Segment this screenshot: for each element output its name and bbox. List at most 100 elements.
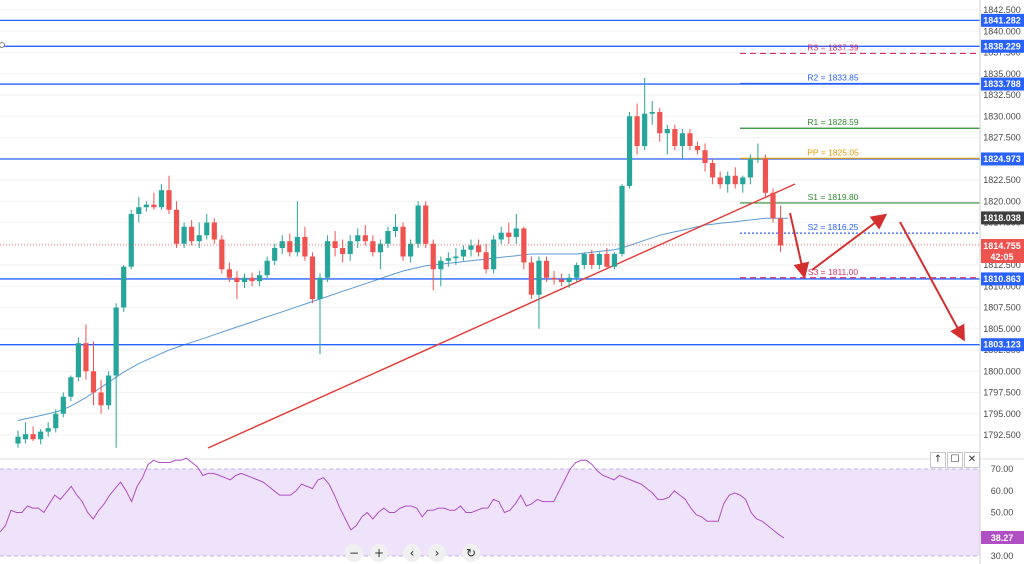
price-tick-label: 1842.500	[983, 5, 1021, 15]
candle	[483, 243, 489, 274]
candle	[362, 225, 368, 246]
candle-body	[45, 428, 51, 432]
candle-body	[725, 175, 731, 185]
candle-body	[483, 252, 489, 270]
pane-close-button[interactable]: ✕	[964, 452, 980, 468]
candle-body	[189, 226, 195, 242]
candle	[513, 214, 519, 244]
candle	[38, 429, 44, 445]
reset-chart-button[interactable]: ↻	[462, 544, 480, 562]
rsi-tick-label: 50.00	[991, 508, 1014, 518]
candle	[559, 273, 565, 287]
candle-body	[438, 260, 444, 270]
candle	[219, 235, 225, 274]
candle	[581, 252, 587, 270]
candlesticks	[15, 78, 784, 448]
candle-body	[747, 158, 753, 178]
candle	[143, 201, 149, 212]
candle	[423, 201, 429, 248]
ma-price-box	[981, 211, 1024, 225]
candle-body	[158, 190, 165, 208]
price-tick-label: 1820.000	[983, 196, 1021, 206]
rsi-overbought-oversold-band	[0, 469, 980, 556]
candle	[604, 248, 610, 270]
candle-body	[762, 158, 769, 193]
forecast-arrow-up	[811, 213, 888, 271]
candle	[619, 184, 625, 257]
candle	[121, 265, 127, 312]
candle-body	[226, 269, 232, 278]
candle-body	[90, 371, 97, 393]
candle-body	[340, 248, 346, 254]
candle-body	[211, 222, 217, 240]
candle	[211, 218, 217, 244]
candle	[106, 371, 112, 410]
candle	[400, 222, 406, 261]
candle	[90, 341, 97, 406]
candle	[498, 226, 504, 244]
scroll-left-button[interactable]: ‹	[403, 544, 421, 562]
candle-body	[740, 177, 746, 185]
candle	[679, 129, 685, 159]
candle	[445, 252, 451, 267]
candle-body	[710, 163, 716, 178]
pivot-label: PP = 1825.05	[807, 147, 859, 157]
candle	[740, 175, 746, 193]
candle-body	[445, 258, 451, 261]
pane-maximize-button[interactable]: ☐	[947, 452, 963, 468]
candle	[128, 209, 134, 270]
candle-body	[400, 226, 406, 257]
candle-body	[408, 243, 414, 257]
candle	[264, 256, 270, 278]
price-tick-label: 1830.000	[983, 111, 1021, 121]
candle-body	[98, 392, 104, 406]
candle-body	[475, 245, 482, 253]
candle-body	[75, 343, 81, 378]
candle-body	[702, 150, 708, 163]
candle	[755, 143, 761, 163]
zoom-out-button[interactable]: −	[345, 544, 363, 562]
candle	[68, 375, 74, 401]
candle	[317, 273, 323, 355]
price-tick-label: 1807.500	[983, 303, 1021, 313]
candle	[460, 245, 467, 261]
candle-body	[770, 192, 776, 219]
candle-body	[106, 375, 112, 406]
candle-body	[657, 112, 663, 134]
price-tick-label: 1822.500	[983, 175, 1021, 185]
pivot-label: S2 = 1816.25	[808, 222, 859, 232]
level-price-label: 1810.863	[983, 274, 1021, 284]
pivot-label: R2 = 1833.85	[807, 73, 859, 83]
pane-move-up-button[interactable]: ↑	[930, 452, 946, 468]
candle	[83, 324, 89, 380]
price-tick-label: 1792.500	[983, 430, 1021, 440]
rsi-tick-label: 70.00	[991, 464, 1014, 474]
candle-body	[717, 177, 723, 185]
candle	[453, 248, 459, 265]
candle-body	[136, 207, 142, 214]
candle-body	[491, 239, 497, 270]
candle-body	[113, 307, 119, 376]
candle-body	[581, 253, 587, 265]
pivot-label: S3 = 1811.00	[808, 267, 858, 277]
candle	[370, 235, 376, 257]
candle-body	[460, 249, 467, 257]
scroll-right-button[interactable]: ›	[428, 544, 446, 562]
price-tick-label: 1832.500	[983, 90, 1021, 100]
candle	[347, 235, 353, 261]
price-tick-label: 1805.000	[983, 324, 1021, 334]
current-price-box	[981, 239, 1024, 263]
candle	[732, 167, 738, 189]
zoom-in-button[interactable]: +	[370, 544, 388, 562]
candle	[377, 239, 383, 270]
candle-body	[241, 277, 248, 282]
candle	[60, 392, 66, 418]
forecast-arrow-down-2	[899, 221, 965, 342]
candle	[626, 112, 633, 189]
candle	[53, 409, 59, 433]
price-tick-label: 1797.500	[983, 388, 1021, 398]
candle-body	[559, 279, 565, 282]
candle-body	[362, 235, 368, 242]
